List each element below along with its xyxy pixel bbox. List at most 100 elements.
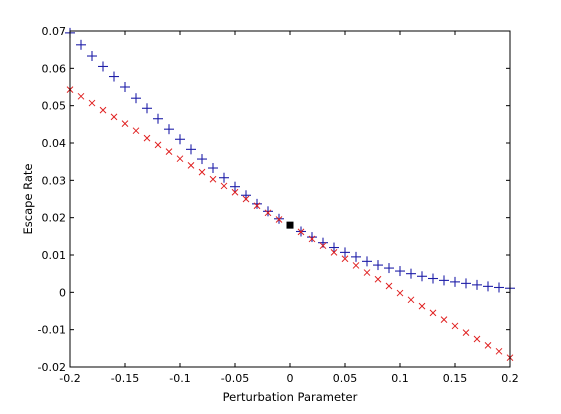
series-2-point [121,120,129,127]
series-2-point [495,347,503,355]
data-markers [65,27,515,362]
series-2-point [253,202,261,210]
series-2-point [88,99,96,107]
series-1-point [428,273,438,284]
series-1-point [219,172,229,183]
series-1-point [373,260,383,271]
series-1-point [351,251,361,262]
series-1-point [472,279,482,290]
series-2-point [198,168,206,176]
series-2-point [374,275,382,283]
series-1-point [406,268,416,279]
series-2-point [396,289,404,297]
series-2-point [341,255,349,263]
series-2-point [429,309,437,317]
series-2-point [264,209,272,217]
series-2-point [77,92,85,100]
plot-area [70,31,510,367]
series-2-point [462,329,470,337]
series-1-point [98,61,108,72]
series-1-point [120,82,130,92]
x-tick-label: -0.15 [111,372,139,385]
x-tick-label: 0 [287,372,294,385]
series-1-point [109,71,119,82]
y-tick-label: 0.01 [42,249,67,262]
series-1-point [439,275,449,286]
series-2-point [165,148,173,155]
series-2-point [176,155,184,163]
series-2-point [385,282,393,290]
series-2-point [220,182,228,190]
series-1-point [329,242,339,253]
y-tick-label: 0.06 [42,62,67,75]
x-tick-label: 0.15 [443,372,468,385]
x-tick-label: 0.1 [391,372,409,385]
x-tick-label: 0.2 [501,372,519,385]
series-1-point [131,93,141,104]
series-1-point [76,39,86,50]
series-2-point [418,302,426,310]
series-2-point [143,134,151,142]
series-2-point [154,141,162,149]
series-1-point [461,278,471,289]
series-2-point [473,335,481,343]
series-2-point [99,106,107,114]
series-2-point [275,216,283,223]
y-tick-label: 0.02 [42,212,67,225]
series-2-point [363,269,371,276]
series-2-point [132,127,140,135]
series-1-point [340,247,350,258]
series-1-point [252,198,262,209]
y-tick-label: 0.07 [42,25,67,38]
series-2-point [209,175,217,183]
series-2-point [308,235,316,243]
y-tick-label: 0.04 [42,137,67,150]
series-1-point [494,282,504,293]
series-1-point [362,256,372,267]
x-tick-label: -0.05 [221,372,249,385]
series-2-point [231,188,239,196]
series-1-point [384,263,394,274]
y-axis-label: Escape Rate [21,163,35,234]
series-1-point [153,113,163,124]
x-tick-labels: -0.2 -0.15 -0.1 -0.05 0 0.05 0.1 0.15 0.2 [59,372,518,385]
series-2-point [297,228,305,236]
series-2-point [319,242,327,250]
y-tick-labels: -0.02 -0.01 0 0.01 0.02 0.03 0.04 0.05 0.06 0.07 [38,25,66,374]
highlight-point [286,221,294,229]
y-tick-label: -0.02 [38,361,66,374]
series-1-point [230,181,240,192]
series-1-point [417,271,427,282]
series-1-point [274,213,284,224]
series-2-point [407,296,415,304]
series-1-point [395,266,405,277]
y-tick-label: -0.01 [38,324,66,337]
y-tick-label: 0.05 [42,100,67,113]
series-2-point [484,341,492,349]
series-1-point [87,51,97,62]
series-2-point [187,162,195,169]
series-1-point [450,276,460,287]
series-2-point [451,322,459,330]
series-2-point [242,195,250,203]
y-tick-label: 0.03 [42,174,67,187]
series-1-point [186,144,196,155]
x-tick-label: -0.2 [59,372,80,385]
series-1-point [208,163,218,174]
x-tick-label: 0.05 [333,372,358,385]
series-1-point [197,154,207,165]
series-2-point [352,262,360,269]
series-2-point [110,113,118,121]
tick-marks [69,30,511,368]
series-1-point [164,124,174,135]
series-1-point [307,232,317,243]
x-tick-label: -0.1 [169,372,190,385]
x-axis-label: Perturbation Parameter [223,390,358,404]
y-tick-label: 0 [59,286,66,299]
series-2-point [440,316,448,323]
series-1-point [142,103,152,114]
series-2-point [330,249,338,256]
series-1-point [175,134,185,145]
series-1-point [263,206,273,217]
